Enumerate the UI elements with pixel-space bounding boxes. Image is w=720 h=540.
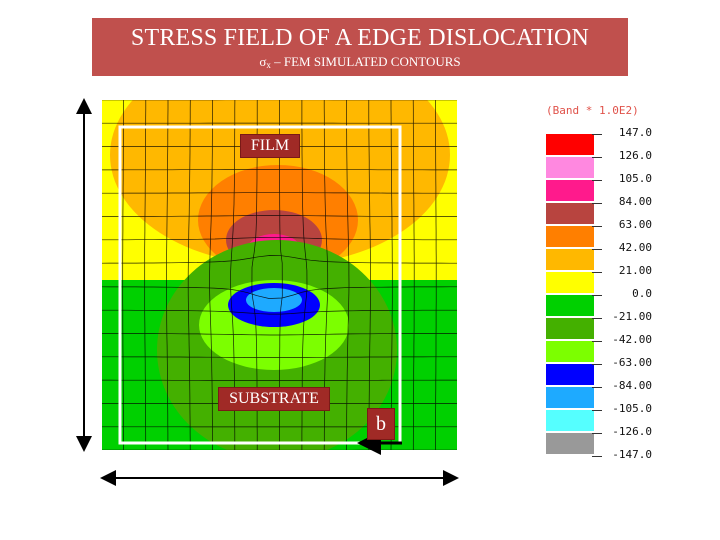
legend-swatch <box>546 134 594 155</box>
mesh-line-vertical <box>412 100 415 450</box>
legend-value: 126.0 <box>618 149 652 162</box>
mesh-line-vertical <box>368 100 371 450</box>
legend-swatch <box>546 157 594 178</box>
legend-value: 147.0 <box>618 126 652 139</box>
page-title: STRESS FIELD OF A EDGE DISLOCATION <box>130 25 590 51</box>
legend-swatch <box>546 226 594 247</box>
legend-swatch <box>546 433 594 454</box>
legend-value: -21.00 <box>612 310 652 323</box>
mesh-line-vertical <box>435 100 437 450</box>
legend-swatch <box>546 341 594 362</box>
legend-value: 21.00 <box>618 264 652 277</box>
legend-value: -126.0 <box>612 425 652 438</box>
page-subtitle: σx – FEM SIMULATED CONTOURS <box>92 54 628 73</box>
legend-value: -63.00 <box>612 356 652 369</box>
legend-swatch <box>546 364 594 385</box>
legend-title: (Band * 1.0E2) <box>546 104 639 117</box>
legend-swatch <box>546 203 594 224</box>
legend-tick <box>592 272 602 273</box>
subtitle-text: – FEM SIMULATED CONTOURS <box>270 54 461 69</box>
title-banner: STRESS FIELD OF A EDGE DISLOCATION σx – … <box>92 18 628 76</box>
legend-value: 105.0 <box>618 172 652 185</box>
legend-swatch <box>546 249 594 270</box>
substrate-label: SUBSTRATE <box>218 387 330 411</box>
legend-tick <box>592 180 602 181</box>
mesh-line-vertical <box>390 100 393 450</box>
legend-swatch <box>546 410 594 431</box>
mesh-line-vertical <box>346 100 350 450</box>
legend-tick <box>592 203 602 204</box>
legend-tick <box>592 318 602 319</box>
legend-tick <box>592 341 602 342</box>
legend-value: -84.00 <box>612 379 652 392</box>
legend-value: 84.00 <box>618 195 652 208</box>
legend-value: 63.00 <box>618 218 652 231</box>
mesh-line-vertical <box>209 100 213 450</box>
mesh-line-vertical <box>144 100 147 450</box>
contour-plot <box>102 100 457 450</box>
stress-legend: (Band * 1.0E2) 147.0 126.0 105.0 84.00 63.00… <box>540 100 660 461</box>
mesh-line-vertical <box>122 100 124 450</box>
legend-tick <box>592 410 602 411</box>
legend-value: -42.00 <box>612 333 652 346</box>
legend-swatch <box>546 387 594 408</box>
legend-tick <box>592 456 602 457</box>
legend-value: -147.0 <box>612 448 652 461</box>
legend-swatch <box>546 180 594 201</box>
legend-swatch <box>546 318 594 339</box>
legend-swatch <box>546 295 594 316</box>
legend-swatch <box>546 272 594 293</box>
sigma-subscript: x <box>266 60 271 70</box>
burgers-vector-label: b <box>367 408 395 440</box>
legend-tick <box>592 433 602 434</box>
legend-tick <box>592 226 602 227</box>
legend-tick <box>592 157 602 158</box>
legend-value: 42.00 <box>618 241 652 254</box>
legend-value: -105.0 <box>612 402 652 415</box>
legend-tick <box>592 134 602 135</box>
model-boundary <box>118 125 402 445</box>
sigma-symbol: σ <box>259 54 267 69</box>
legend-tick <box>592 364 602 365</box>
substrate-contour-peak <box>246 288 302 312</box>
legend-tick <box>592 387 602 388</box>
legend-tick <box>592 249 602 250</box>
legend-tick <box>592 295 602 296</box>
legend-value: 0.0 <box>632 287 652 300</box>
film-label: FILM <box>240 134 300 158</box>
mesh-line-vertical <box>166 100 169 450</box>
mesh-line-vertical <box>187 100 191 450</box>
